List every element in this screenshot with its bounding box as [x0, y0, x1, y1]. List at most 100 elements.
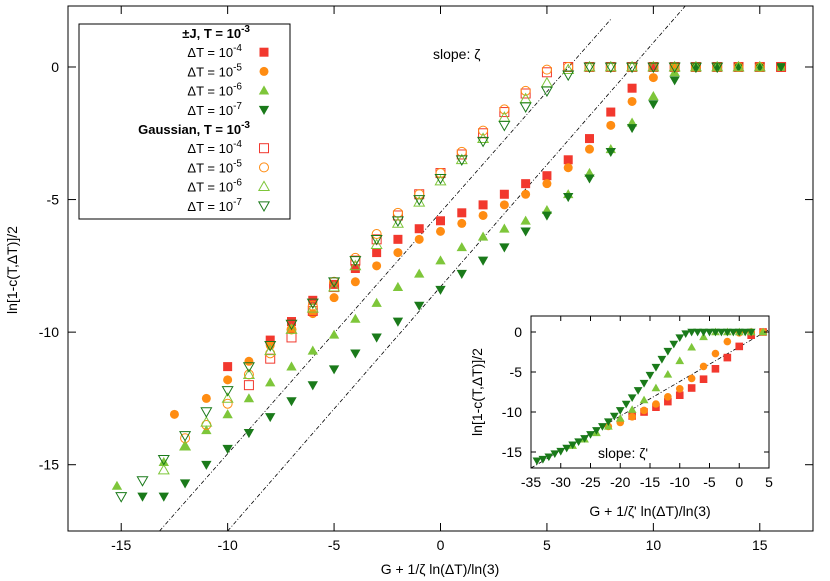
data-point [371, 333, 382, 343]
legend-entry-exp: -7 [233, 101, 242, 112]
legend: ±J, T = 10-3ΔT = 10-4ΔT = 10-5ΔT = 10-6Δ… [78, 23, 291, 220]
inset-data-point [711, 365, 720, 373]
inset-x-tick-label: -25 [580, 474, 600, 490]
inset-data-point [592, 427, 601, 435]
legend-entry-base: ΔT = 10 [187, 84, 233, 99]
legend-marker [258, 105, 270, 115]
data-point [627, 83, 637, 93]
inset-data-point [603, 418, 613, 426]
data-point [286, 397, 297, 407]
inset-data-point [550, 450, 560, 458]
inset-data-point [723, 353, 732, 362]
data-point [200, 407, 213, 418]
data-point [414, 301, 425, 311]
data-point [477, 136, 490, 148]
data-point [287, 317, 296, 327]
inset-data-point [568, 441, 578, 450]
data-point [455, 155, 468, 166]
inset-x-tick-label: -20 [610, 474, 630, 490]
data-point [499, 107, 510, 118]
inset-data-point [711, 349, 720, 358]
data-point [393, 234, 403, 244]
data-point [519, 102, 532, 113]
data-point [648, 73, 658, 83]
data-point [307, 300, 318, 311]
data-point [222, 444, 233, 454]
legend-marker [259, 66, 269, 76]
data-point [478, 200, 488, 210]
x-tick-label: 10 [646, 537, 662, 553]
inset-data-point [615, 414, 625, 422]
data-point [392, 317, 404, 327]
legend-group-title-exp: -3 [241, 120, 250, 131]
data-point [307, 345, 318, 355]
x-tick-label: 15 [752, 537, 768, 553]
data-point [626, 124, 638, 134]
inset-data-point [758, 327, 768, 336]
legend-entry-exp: -5 [233, 158, 242, 169]
data-point [563, 155, 573, 165]
x-tick-label: 0 [437, 537, 445, 553]
inset-series-2 [568, 327, 768, 449]
inset-axes: -35 -30 -25 -20 -15 -10 -5 0 5 0 -5 -10 -15 [502, 315, 773, 490]
data-point [520, 88, 531, 99]
data-point [136, 476, 149, 487]
data-point [242, 368, 255, 379]
inset-y-tick-label: -10 [502, 404, 522, 420]
legend-group-title: ±J, T = 10-3 [182, 24, 250, 41]
inset-data-point [687, 384, 696, 392]
inset-x-tick-label: -30 [551, 474, 571, 490]
inset-y-axis-label: ln[1-c(T,ΔT)]/2 [469, 348, 485, 436]
main-data-series [111, 60, 787, 503]
data-point [606, 107, 616, 117]
data-point [499, 223, 510, 233]
data-point [179, 431, 192, 442]
y-axis-label: ln[1-c(T,ΔT)]/2 [4, 226, 20, 314]
inset-x-tick-label: 5 [765, 474, 773, 490]
y-tick-label: -15 [39, 457, 59, 473]
data-point [541, 211, 553, 221]
data-point [670, 62, 680, 72]
data-point [499, 104, 510, 115]
legend-group-title-exp: -3 [241, 24, 250, 35]
data-point [392, 281, 404, 291]
data-point [627, 96, 637, 106]
data-point [265, 413, 276, 423]
data-point [669, 76, 680, 86]
data-point [391, 217, 404, 228]
inset-data-point [574, 438, 583, 446]
data-point [647, 60, 660, 72]
data-point [606, 120, 616, 130]
data-point [457, 208, 467, 218]
data-point [455, 153, 468, 165]
inset-data-point [628, 413, 636, 421]
data-point [200, 416, 213, 427]
data-point [540, 86, 553, 98]
inset-data-point [705, 328, 714, 337]
data-point [349, 259, 362, 271]
data-point [115, 492, 128, 503]
data-point [668, 60, 681, 72]
data-point [370, 238, 383, 250]
data-point [372, 248, 382, 258]
inset-data-point [735, 342, 744, 351]
data-point [264, 341, 277, 352]
data-point [242, 362, 255, 373]
data-point [329, 293, 339, 303]
data-point [137, 492, 148, 502]
data-point [520, 85, 531, 96]
inset-data-point [675, 385, 684, 393]
legend-group-title-base: Gaussian, T = 10 [138, 122, 241, 137]
legend-entry-label: ΔT = 10-5 [187, 62, 242, 79]
inset-data-point [538, 455, 548, 464]
data-point [328, 277, 341, 288]
data-point [223, 375, 233, 385]
inset-data-point [699, 375, 708, 383]
inset-slope-annotation: slope: ζ' [598, 445, 648, 461]
data-point [498, 120, 511, 132]
inset-data-point [598, 423, 607, 431]
inset-data-point [639, 379, 649, 388]
inset-x-tick-label: -15 [640, 474, 660, 490]
inset-data-point [687, 328, 697, 337]
